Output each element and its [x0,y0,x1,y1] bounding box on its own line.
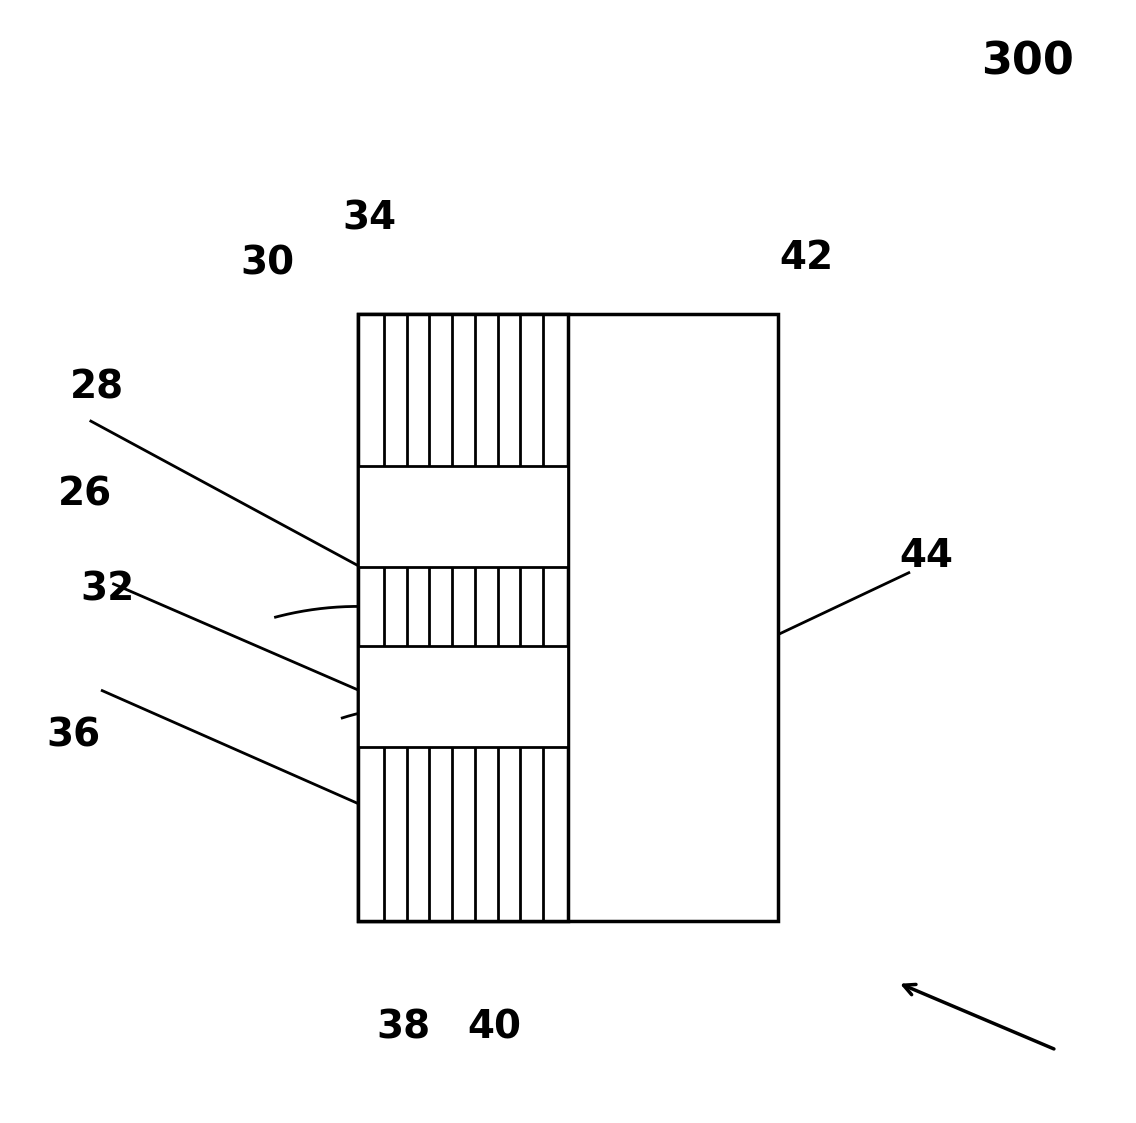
Bar [358,466,568,567]
Text: 40: 40 [467,1008,521,1047]
Text: 42: 42 [779,239,834,277]
Text: 44: 44 [899,537,953,575]
Text: 300: 300 [980,40,1074,83]
Text: 32: 32 [81,570,135,609]
Bar [358,646,568,747]
Text: 36: 36 [47,716,101,755]
Text: 28: 28 [69,368,124,407]
Bar [358,314,568,921]
Text: 38: 38 [376,1008,431,1047]
Text: 34: 34 [342,200,396,238]
Bar [358,314,778,921]
Text: 30: 30 [240,245,294,283]
Text: 26: 26 [58,475,112,513]
